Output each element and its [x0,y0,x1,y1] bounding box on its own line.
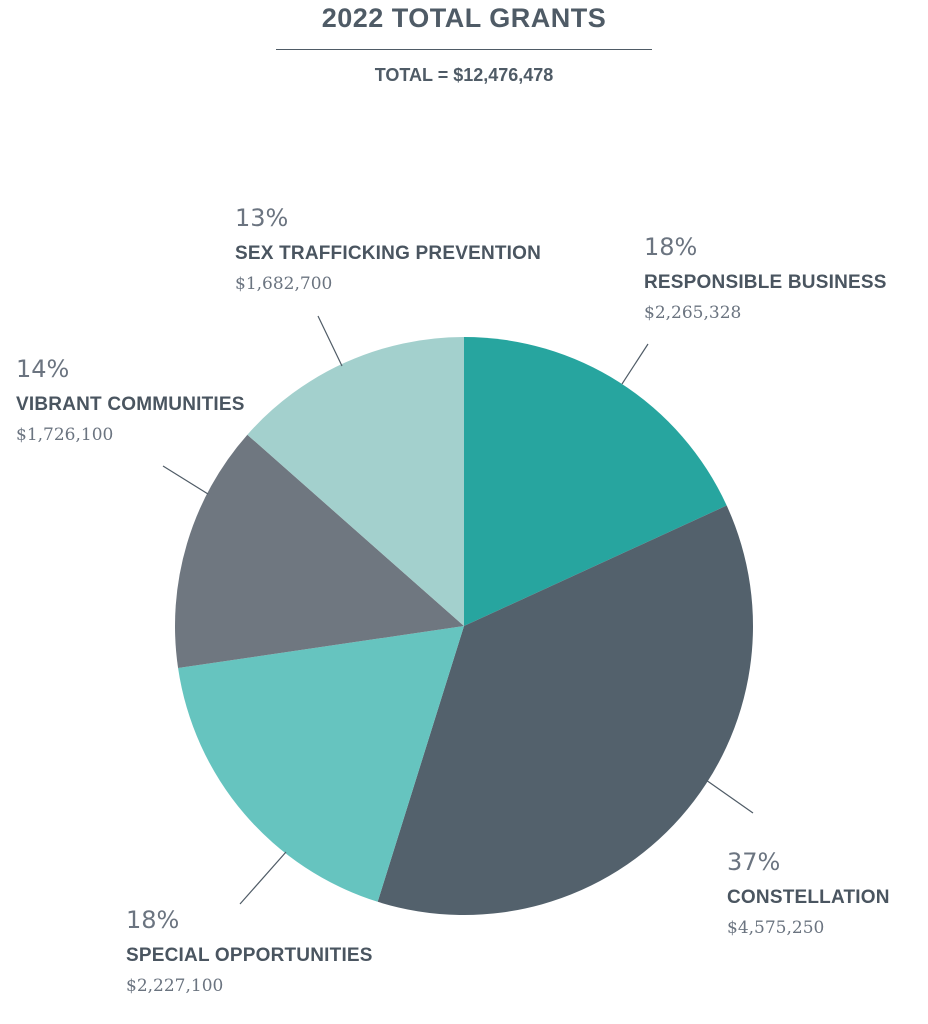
leader-line-sex-trafficking-prevention [317,315,343,367]
slice-amount-constellation: $4,575,250 [727,918,824,938]
title-divider [276,49,652,50]
slice-label-vibrant-communities: VIBRANT COMMUNITIES [16,394,245,415]
slice-label-constellation: CONSTELLATION [727,887,890,908]
chart-subtitle: TOTAL = $12,476,478 [374,65,554,85]
slice-percent-constellation: 37% [727,848,780,876]
pie-slice-constellation [377,505,753,916]
leader-line-special-opportunities [239,851,287,905]
slice-amount-responsible-business: $2,265,328 [644,303,741,323]
slice-amount-vibrant-communities: $1,726,100 [16,425,113,445]
pie-slice-sex-trafficking-prevention [247,337,464,626]
leader-line-constellation [705,779,754,814]
slice-percent-sex-trafficking-prevention: 13% [235,204,288,232]
slice-percent-vibrant-communities: 14% [16,355,69,383]
slice-amount-special-opportunities: $2,227,100 [126,976,223,996]
slice-label-responsible-business: RESPONSIBLE BUSINESS [644,272,887,293]
pie-slice-special-opportunities [178,626,464,902]
leader-line-vibrant-communities [162,465,209,495]
pie-slice-vibrant-communities [174,434,464,669]
slice-label-special-opportunities: SPECIAL OPPORTUNITIES [126,945,373,966]
pie-slice-responsible-business [464,337,727,626]
slice-label-sex-trafficking-prevention: SEX TRAFFICKING PREVENTION [235,243,541,264]
slice-percent-responsible-business: 18% [644,233,697,261]
leader-line-responsible-business [621,343,649,385]
chart-title: 2022 TOTAL GRANTS [321,3,607,33]
slice-amount-sex-trafficking-prevention: $1,682,700 [235,274,332,294]
slice-percent-special-opportunities: 18% [126,906,179,934]
